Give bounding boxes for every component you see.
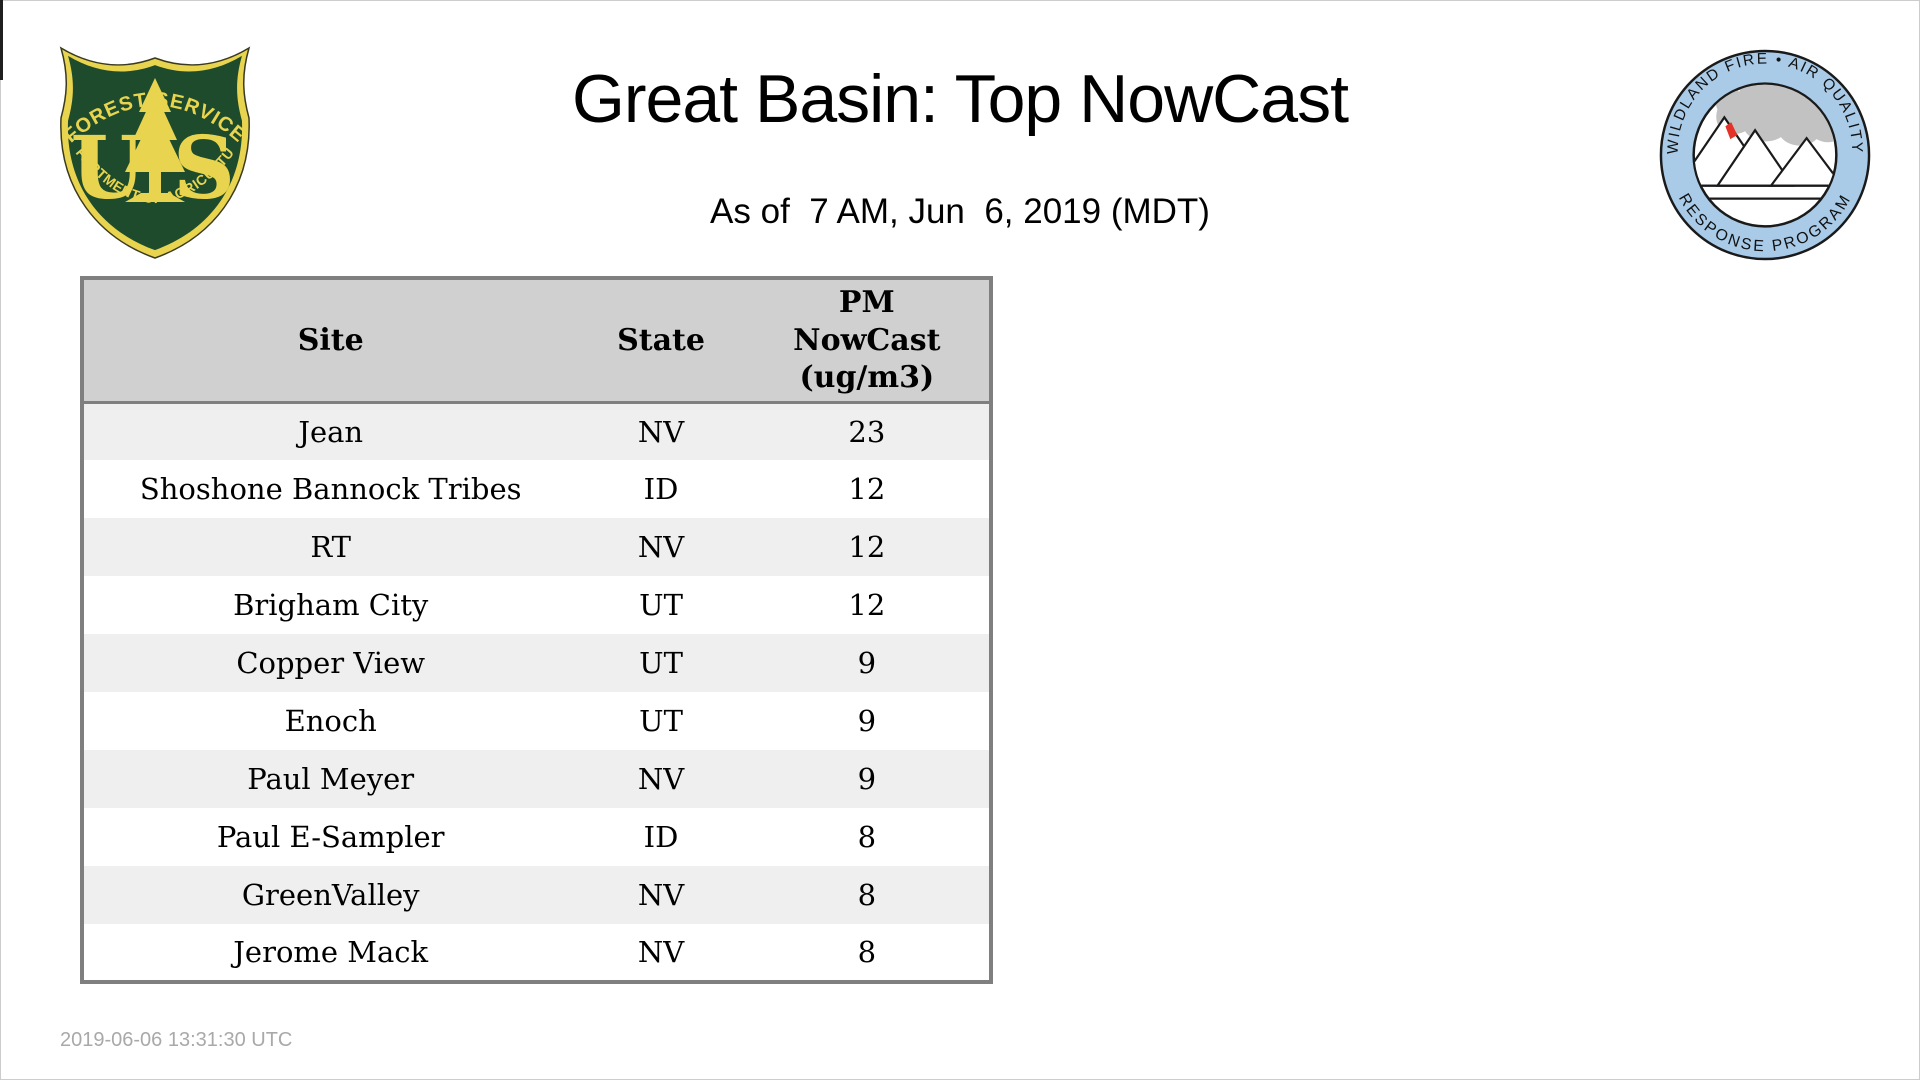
table-row: Paul Meyer NV 9: [82, 750, 991, 808]
state-cell: NV: [637, 414, 685, 449]
generation-timestamp: 2019-06-06 13:31:30 UTC: [60, 1029, 293, 1051]
state-cell: UT: [639, 588, 683, 622]
table-header-row: Site State PM NowCast (ug/m3): [82, 278, 991, 404]
state-cell: NV: [637, 762, 685, 796]
state-cell: UT: [639, 646, 683, 680]
state-cell: NV: [637, 878, 685, 912]
pm-value-cell: 12: [848, 472, 886, 506]
table-row: Shoshone Bannock Tribes ID 12: [82, 460, 991, 518]
site-cell: Enoch: [284, 704, 377, 738]
table-row: Enoch UT 9: [82, 692, 991, 750]
page-title: Great Basin: Top NowCast: [572, 61, 1349, 137]
fs-pine-tree-icon: [125, 78, 185, 202]
column-header-pm-nowcast: PM NowCast (ug/m3): [744, 278, 991, 404]
table-row: RT NV 12: [82, 518, 991, 576]
table-row: Copper View UT 9: [82, 634, 991, 692]
state-cell: ID: [643, 820, 679, 854]
page-subtitle: As of 7 AM, Jun 6, 2019 (MDT): [710, 192, 1210, 231]
site-cell: RT: [310, 530, 352, 564]
site-cell: Copper View: [236, 646, 426, 680]
pm-value-cell: 8: [857, 935, 877, 969]
pm-value-cell: 12: [848, 530, 886, 564]
pm-value-cell: 8: [857, 820, 877, 854]
us-forest-service-shield-icon: FOREST SERVICE U S DEPARTMENT OF AGRICUL…: [54, 42, 251, 259]
site-cell: Shoshone Bannock Tribes: [139, 472, 522, 506]
pm-value-cell: 23: [848, 414, 886, 449]
site-cell: Paul E-Sampler: [216, 820, 445, 854]
column-header-site-label: Site: [297, 322, 364, 358]
state-cell: UT: [639, 704, 683, 738]
table-row: Paul E-Sampler ID 8: [82, 808, 991, 866]
site-cell: Brigham City: [233, 588, 429, 622]
table-row: GreenValley NV 8: [82, 866, 991, 924]
site-cell: Jerome Mack: [233, 935, 429, 969]
column-header-pm-label: PM NowCast (ug/m3): [793, 285, 941, 395]
state-cell: ID: [643, 472, 679, 506]
pm-value-cell: 9: [857, 762, 877, 796]
table-row: Jean NV 23: [82, 402, 991, 460]
screen-edge-artifact: [0, 0, 3, 80]
table-row: Brigham City UT 12: [82, 576, 991, 634]
column-header-state: State: [577, 278, 745, 404]
site-cell: Jean: [298, 414, 364, 449]
column-header-state-label: State: [617, 322, 705, 358]
nowcast-table: Site State PM NowCast (ug/m3) Jean NV 23…: [80, 276, 993, 984]
pm-value-cell: 9: [857, 646, 877, 680]
state-cell: NV: [637, 935, 685, 969]
flame-icon: [1725, 122, 1738, 140]
site-cell: Paul Meyer: [247, 762, 415, 796]
wildland-fire-air-quality-response-program-icon: WILDLAND FIRE • AIR QUALITY RESPONSE PRO…: [1659, 49, 1871, 261]
state-cell: NV: [637, 530, 685, 564]
column-header-site: Site: [82, 278, 578, 404]
pm-value-cell: 9: [857, 704, 877, 738]
site-cell: GreenValley: [241, 878, 420, 912]
pm-value-cell: 12: [848, 588, 886, 622]
table-row: Jerome Mack NV 8: [82, 924, 991, 982]
pm-value-cell: 8: [857, 878, 877, 912]
